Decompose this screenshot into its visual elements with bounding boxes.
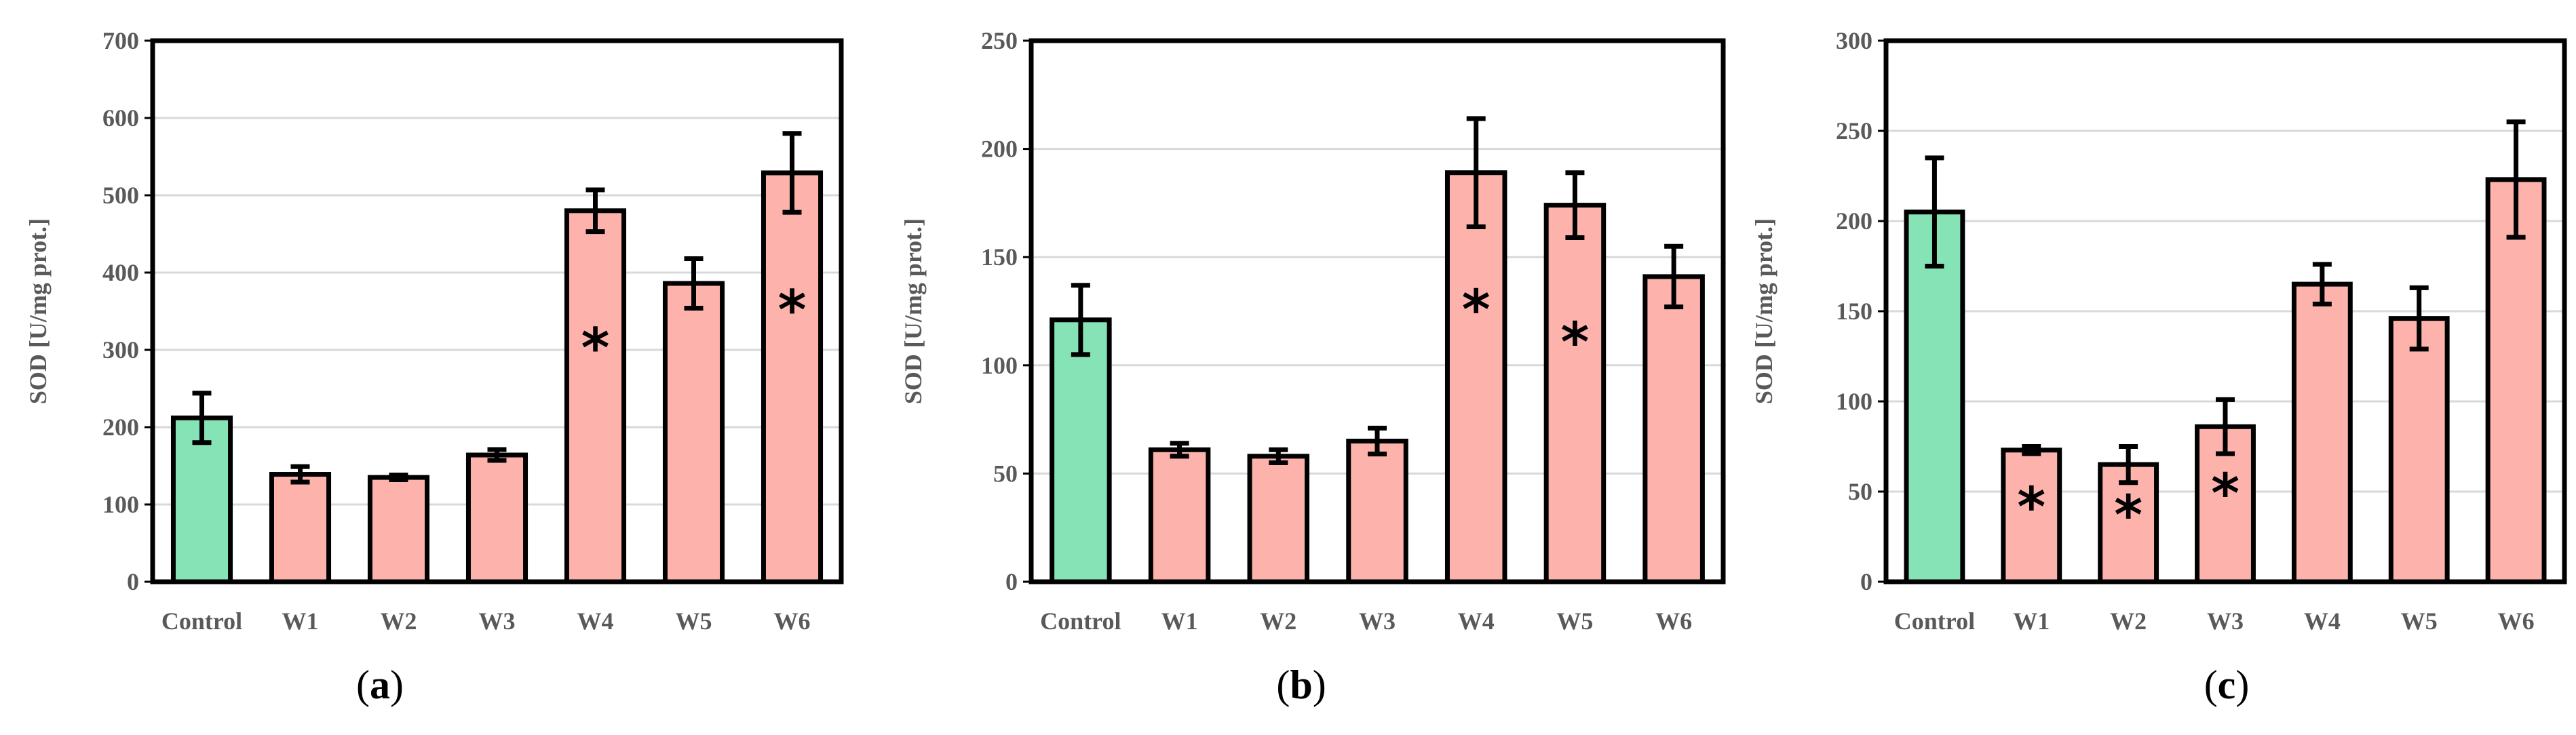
y-tick-label: 0 (1005, 568, 1018, 595)
significance-mark: * (778, 279, 807, 342)
y-tick-label: 600 (102, 104, 139, 132)
bar-control (170, 415, 233, 584)
x-tick-label: W1 (2013, 608, 2050, 635)
x-tick-label: W4 (1458, 608, 1495, 635)
bar-w1 (269, 472, 332, 584)
y-tick-label: 100 (102, 491, 139, 518)
y-axis-label: SOD [U/mg prot.] (1750, 218, 1777, 404)
x-tick-label: W5 (676, 608, 712, 635)
x-tick-label: W4 (577, 608, 614, 635)
y-tick-label: 100 (1836, 388, 1872, 415)
bar-w2 (1247, 454, 1310, 584)
panel-letter: a (370, 662, 390, 707)
x-tick-label: W5 (2401, 608, 2438, 635)
y-tick-label: 400 (102, 259, 139, 286)
x-tick-label: W6 (1655, 608, 1692, 635)
x-tick-label: Control (161, 608, 242, 635)
y-tick-label: 100 (981, 352, 1018, 379)
y-axis-label: SOD [U/mg prot.] (900, 218, 927, 404)
y-tick-label: 0 (1860, 568, 1872, 595)
x-tick-label: W6 (774, 608, 811, 635)
x-tick-label: W2 (381, 608, 417, 635)
x-tick-label: W1 (1161, 608, 1198, 635)
y-tick-label: 250 (981, 27, 1018, 54)
x-tick-label: W2 (1260, 608, 1296, 635)
y-tick-label: 300 (1836, 27, 1872, 54)
x-tick-label: Control (1040, 608, 1121, 635)
x-tick-label: W3 (1359, 608, 1396, 635)
significance-mark: * (1561, 311, 1590, 374)
x-tick-label: W2 (2110, 608, 2147, 635)
bar-control (1904, 210, 1965, 584)
panel-caption: (c) (2204, 662, 2250, 707)
significance-mark: * (581, 317, 610, 380)
bar-w5 (1543, 203, 1607, 584)
x-tick-label: W5 (1556, 608, 1593, 635)
bar-w1 (1148, 447, 1211, 584)
y-tick-label: 150 (981, 243, 1018, 271)
bar-w3 (465, 452, 528, 584)
significance-mark: * (2211, 462, 2239, 525)
y-tick-label: 0 (127, 568, 139, 595)
y-tick-label: 200 (1836, 207, 1872, 235)
y-tick-label: 50 (1848, 478, 1872, 505)
bar-w6 (1642, 274, 1705, 584)
bar-w6 (761, 170, 824, 584)
y-tick-label: 500 (102, 182, 139, 209)
x-tick-label: Control (1894, 608, 1975, 635)
y-tick-label: 300 (102, 336, 139, 363)
panel-caption: (b) (1276, 662, 1326, 707)
significance-mark: * (2114, 484, 2142, 547)
bar-control (1050, 317, 1112, 584)
panel-letter: b (1290, 662, 1312, 707)
bar-w4 (1444, 170, 1507, 584)
y-tick-label: 700 (102, 27, 139, 54)
x-tick-label: W3 (2207, 608, 2244, 635)
significance-mark: * (1462, 279, 1491, 342)
y-tick-label: 50 (993, 460, 1018, 487)
x-tick-label: W3 (479, 608, 516, 635)
x-tick-label: W6 (2498, 608, 2535, 635)
y-axis-label: SOD [U/mg prot.] (24, 218, 52, 404)
y-tick-label: 150 (1836, 298, 1872, 325)
chart-panel-c: 0 50 100 150 200 250 300 Control * W1 * W2 * W3 W4 W5 W6… (1750, 27, 2567, 707)
panel-letter: c (2218, 662, 2236, 707)
bar-w5 (2388, 316, 2450, 584)
y-tick-label: 250 (1836, 117, 1872, 144)
bar-w4 (2291, 281, 2353, 584)
x-tick-label: W1 (282, 608, 319, 635)
bar-w3 (1346, 439, 1408, 584)
bar-w6 (2485, 177, 2547, 584)
chart-panel-a: 0 100 200 300 400 500 600 700 Control W1 W2 W3 * W4 W5… (24, 27, 844, 707)
bar-w2 (367, 475, 430, 584)
y-tick-label: 200 (102, 414, 139, 441)
significance-mark: * (2017, 475, 2045, 538)
bar-w4 (564, 208, 627, 584)
panel-caption: (a) (356, 662, 404, 707)
y-tick-label: 200 (981, 136, 1018, 163)
chart-panel-b: 0 50 100 150 200 250 Control W1 W2 W3 * W4 * W5 W6 SOD … (900, 27, 1726, 707)
bar-w5 (662, 281, 725, 584)
x-tick-label: W4 (2304, 608, 2341, 635)
